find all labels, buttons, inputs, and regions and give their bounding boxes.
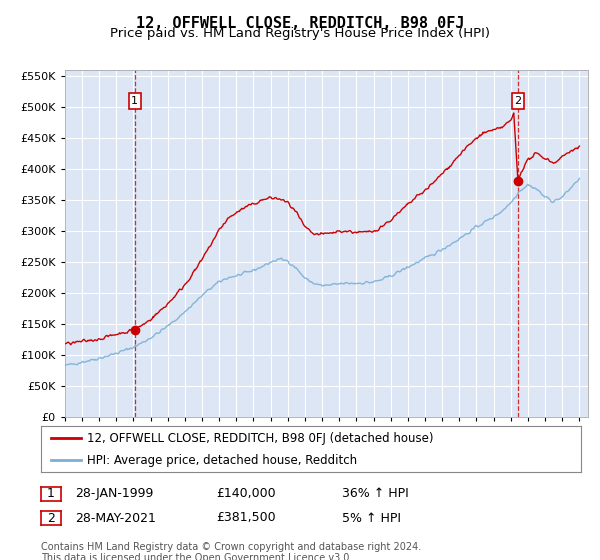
Text: 12, OFFWELL CLOSE, REDDITCH, B98 0FJ: 12, OFFWELL CLOSE, REDDITCH, B98 0FJ (136, 16, 464, 31)
Text: 1: 1 (47, 487, 55, 501)
Text: 2: 2 (514, 96, 521, 106)
Text: 1: 1 (131, 96, 138, 106)
Text: Contains HM Land Registry data © Crown copyright and database right 2024.
This d: Contains HM Land Registry data © Crown c… (41, 542, 421, 560)
Text: 5% ↑ HPI: 5% ↑ HPI (342, 511, 401, 525)
Text: Price paid vs. HM Land Registry's House Price Index (HPI): Price paid vs. HM Land Registry's House … (110, 27, 490, 40)
Text: 2: 2 (47, 511, 55, 525)
Text: 28-MAY-2021: 28-MAY-2021 (75, 511, 156, 525)
Text: £140,000: £140,000 (216, 487, 275, 501)
Text: 36% ↑ HPI: 36% ↑ HPI (342, 487, 409, 501)
Text: 28-JAN-1999: 28-JAN-1999 (75, 487, 154, 501)
Text: 12, OFFWELL CLOSE, REDDITCH, B98 0FJ (detached house): 12, OFFWELL CLOSE, REDDITCH, B98 0FJ (de… (87, 432, 433, 445)
Text: HPI: Average price, detached house, Redditch: HPI: Average price, detached house, Redd… (87, 454, 357, 466)
Text: £381,500: £381,500 (216, 511, 275, 525)
